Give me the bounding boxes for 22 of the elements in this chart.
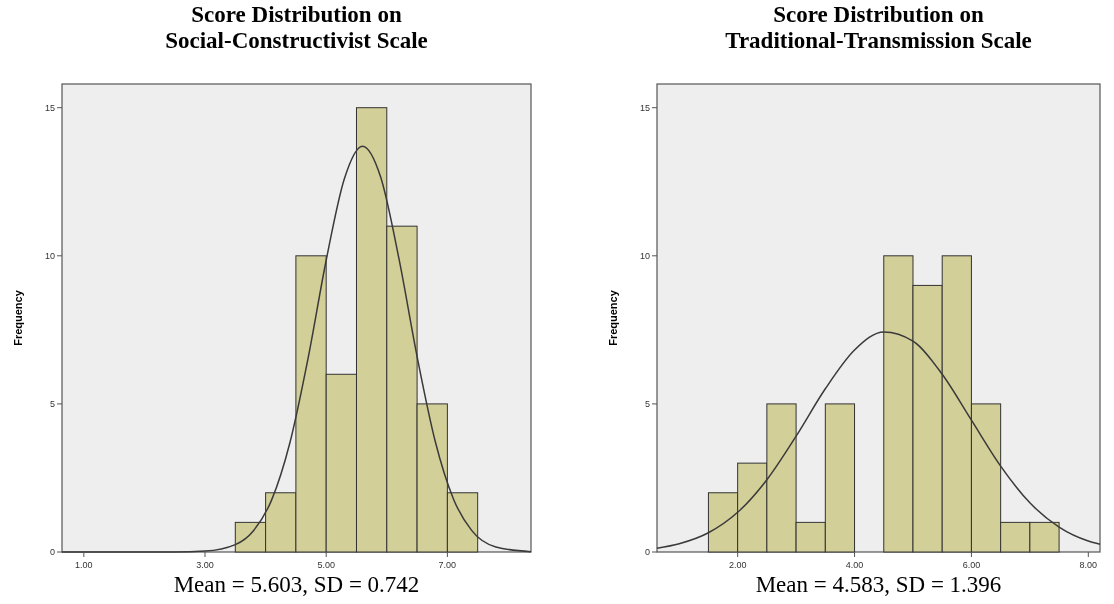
- y-axis-title: Frequency: [12, 289, 24, 346]
- y-tick-label: 0: [49, 547, 55, 557]
- chart-title: Score Distribution on Social-Constructivist Scale: [165, 2, 428, 53]
- y-tick-label: 0: [644, 547, 650, 557]
- y-tick-label: 10: [639, 250, 650, 261]
- x-tick-label: 6.00: [962, 560, 981, 570]
- x-tick-label: 7.00: [438, 560, 457, 570]
- x-tick-label: 2.00: [728, 560, 747, 570]
- x-tick-label: 1.00: [75, 560, 93, 570]
- y-tick-label: 15: [639, 102, 650, 113]
- chart-title: Score Distribution on Traditional-Transmission Scale: [725, 2, 1032, 53]
- y-tick-label: 5: [644, 398, 650, 409]
- y-tick-label: 5: [49, 398, 55, 409]
- text: Mean = 5.603, SD = 0.742: [173, 572, 420, 597]
- text: Mean = 4.583, SD = 1.396: [755, 572, 1002, 597]
- x-tick-label: 3.00: [196, 560, 214, 570]
- x-tick-label: 5.00: [317, 560, 335, 570]
- y-axis-title: Frequency: [607, 289, 619, 346]
- x-tick-label: 4.00: [845, 560, 864, 570]
- y-tick-label: 10: [44, 250, 55, 261]
- x-tick-label: 8.00: [1079, 560, 1098, 570]
- y-tick-label: 15: [44, 102, 55, 113]
